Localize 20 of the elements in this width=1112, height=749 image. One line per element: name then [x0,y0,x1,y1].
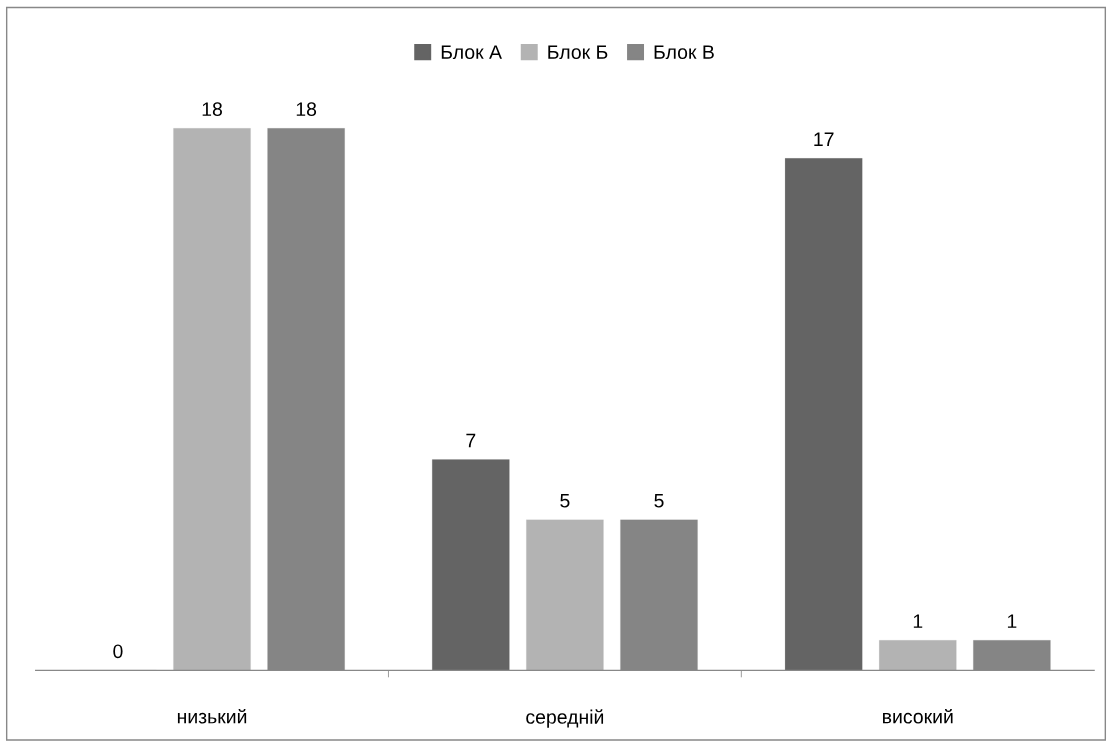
bar [526,519,604,671]
data-label: 1 [913,614,923,628]
data-label: 18 [202,102,222,117]
data-label: 5 [560,494,570,508]
data-label: 5 [654,494,664,508]
legend-label: Блок В [654,45,714,59]
data-label: 17 [814,132,834,146]
legend-label: Блок Б [548,45,608,59]
bar [173,128,251,671]
bar [785,158,863,671]
data-label: 18 [296,102,317,117]
x-tick-label: середній [526,709,604,728]
bar [879,640,957,671]
bar [432,459,510,671]
data-label: 0 [113,644,123,659]
data-label: 7 [466,433,476,448]
legend-label: Блок А [441,45,502,59]
data-label: 1 [1007,614,1017,628]
x-tick-label: високий [883,708,953,724]
x-tick-label: низький [177,708,247,724]
